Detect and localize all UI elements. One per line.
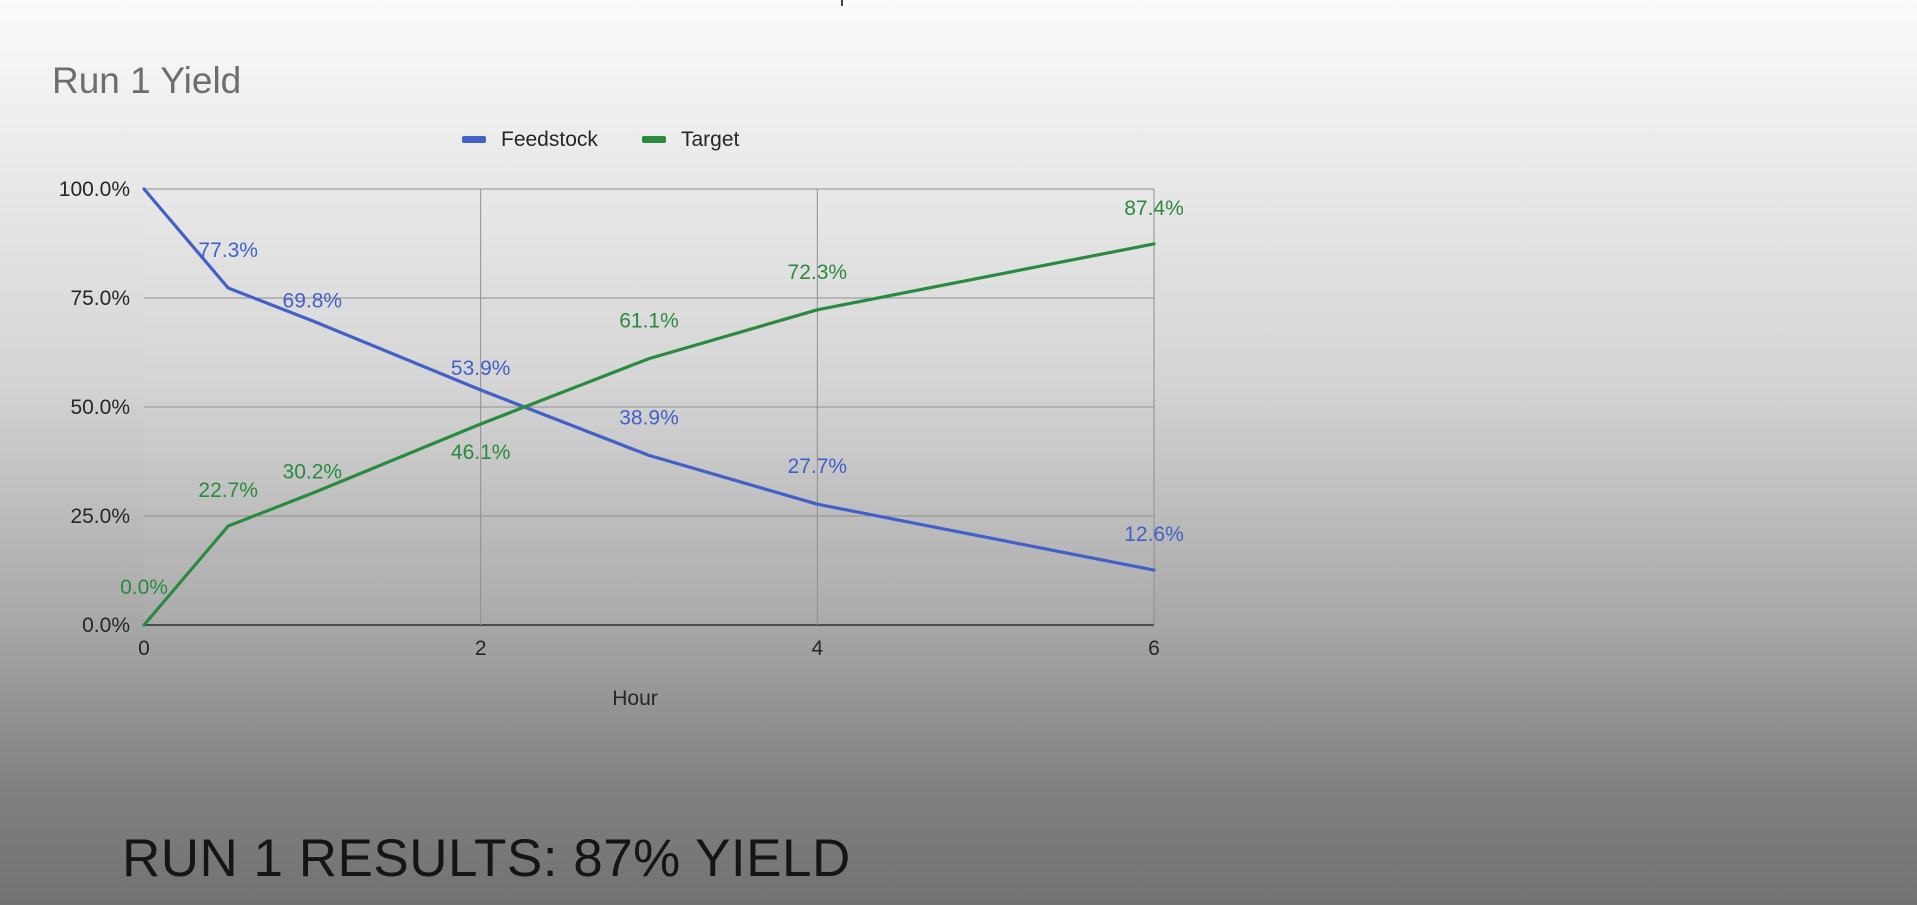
feedstock-legend-label: Feedstock: [501, 128, 598, 151]
target-data-label: 87.4%: [1124, 197, 1184, 220]
x-axis-title: Hour: [612, 687, 658, 710]
y-tick-label: 0.0%: [82, 614, 130, 637]
x-tick-label: 6: [1148, 637, 1160, 660]
x-tick-label: 4: [811, 637, 823, 660]
feedstock-data-label: 38.9%: [619, 406, 679, 429]
y-tick-label: 100.0%: [59, 178, 130, 201]
feedstock-data-label: 53.9%: [451, 357, 511, 380]
feedstock-series-line: [142, 187, 1156, 572]
y-tick-label: 50.0%: [70, 396, 130, 419]
chart-title: Run 1 Yield: [52, 60, 242, 101]
feedstock-legend-swatch: [462, 136, 486, 143]
feedstock-data-label: 12.6%: [1124, 523, 1184, 546]
x-tick-label: 0: [138, 637, 150, 660]
target-series-line: [142, 242, 1156, 627]
target-data-label: 72.3%: [788, 261, 848, 284]
target-data-label: 22.7%: [198, 479, 258, 502]
x-tick-label: 2: [475, 637, 487, 660]
feedstock-data-label: 77.3%: [198, 239, 258, 262]
y-tick-label: 75.0%: [70, 287, 130, 310]
target-legend-label: Target: [681, 128, 740, 151]
feedstock-data-label: 27.7%: [788, 455, 848, 478]
target-data-label: 30.2%: [283, 460, 343, 483]
target-legend-swatch: [642, 136, 666, 143]
target-data-label: 61.1%: [619, 310, 679, 333]
feedstock-data-label: 69.8%: [283, 290, 343, 313]
top-edge-mark: [841, 0, 843, 6]
results-caption: RUN 1 RESULTS: 87% YIELD: [122, 829, 851, 888]
y-tick-label: 25.0%: [70, 505, 130, 528]
target-data-label: 0.0%: [120, 576, 168, 599]
target-data-label: 46.1%: [451, 441, 511, 464]
